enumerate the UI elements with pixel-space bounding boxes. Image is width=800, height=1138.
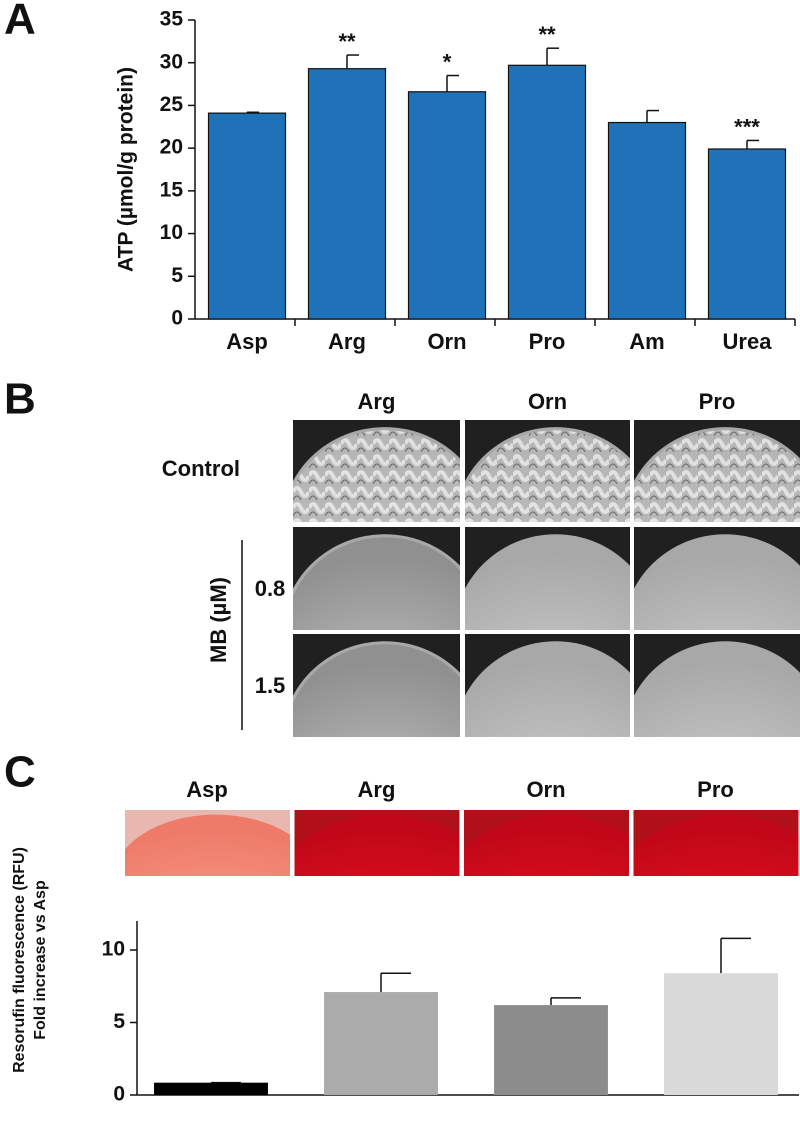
photo (465, 527, 630, 630)
tissue-texture (293, 644, 460, 737)
panel-letter: C (4, 748, 36, 797)
bar (607, 121, 687, 320)
y-tick-label: 25 (160, 93, 184, 116)
photo (125, 810, 290, 876)
column-label: Arg (358, 389, 396, 414)
photo-label: Asp (186, 777, 228, 802)
tissue (464, 814, 629, 876)
tissue (465, 641, 630, 737)
tissue (633, 814, 799, 876)
x-tick-label: Pro (529, 329, 566, 354)
photo (293, 420, 460, 522)
bar (707, 148, 787, 320)
photo-label: Pro (697, 777, 734, 802)
photo (465, 634, 630, 737)
photo (634, 527, 800, 630)
y-axis-label: ATP (µmol/g protein) (115, 67, 138, 272)
photo (464, 810, 629, 876)
panel-letter: A (4, 0, 36, 44)
y-tick-label: 30 (160, 50, 183, 73)
bar (407, 91, 487, 320)
x-tick-label: Asp (226, 329, 268, 354)
tissue (294, 814, 460, 876)
row-label: 1.5 (255, 673, 286, 698)
tissue-texture (634, 430, 800, 522)
significance-label: *** (734, 114, 760, 139)
tissue (634, 534, 800, 630)
photo (634, 420, 800, 522)
tissue (465, 534, 630, 630)
y-tick-label: 5 (171, 264, 183, 287)
column-label: Pro (699, 389, 736, 414)
tissue-texture (293, 430, 460, 522)
photo (465, 420, 630, 522)
significance-label: * (443, 49, 452, 74)
row-group-label: MB (µM) (206, 577, 231, 663)
photo (634, 634, 800, 737)
row-label: Control (162, 456, 240, 481)
photo (293, 527, 460, 630)
y-tick-label: 15 (160, 178, 184, 201)
x-tick-label: Urea (723, 329, 773, 354)
bar (207, 112, 287, 320)
y-tick-label: 10 (160, 221, 183, 244)
photo (633, 810, 799, 876)
bar (307, 68, 387, 320)
tissue (634, 641, 800, 737)
bar (494, 1005, 608, 1095)
bar (154, 1082, 268, 1095)
photo (294, 810, 460, 876)
tissue-texture (293, 537, 460, 630)
y-tick-label: 5 (113, 1010, 125, 1033)
y-tick-label: 0 (113, 1083, 125, 1106)
tissue-texture (465, 430, 630, 522)
y-axis-label: Resorufin fluorescence (RFU) (11, 847, 28, 1073)
photo-label: Orn (526, 777, 565, 802)
x-tick-label: Arg (328, 329, 366, 354)
x-tick-label: Am (629, 329, 664, 354)
photo-label: Arg (358, 777, 396, 802)
panel-letter: B (4, 375, 36, 424)
x-tick-label: Orn (427, 329, 466, 354)
bar (507, 64, 587, 320)
y-tick-label: 35 (160, 8, 184, 31)
photo (293, 634, 460, 737)
significance-label: ** (338, 29, 356, 54)
y-axis-label: Fold increase vs Asp (32, 880, 49, 1040)
tissue (125, 814, 290, 876)
y-tick-label: 0 (171, 307, 183, 330)
y-tick-label: 10 (102, 938, 125, 961)
column-label: Orn (528, 389, 567, 414)
significance-label: ** (538, 22, 556, 47)
bar (324, 992, 438, 1095)
y-tick-label: 20 (160, 136, 183, 159)
bar (664, 973, 778, 1095)
row-label: 0.8 (255, 576, 286, 601)
